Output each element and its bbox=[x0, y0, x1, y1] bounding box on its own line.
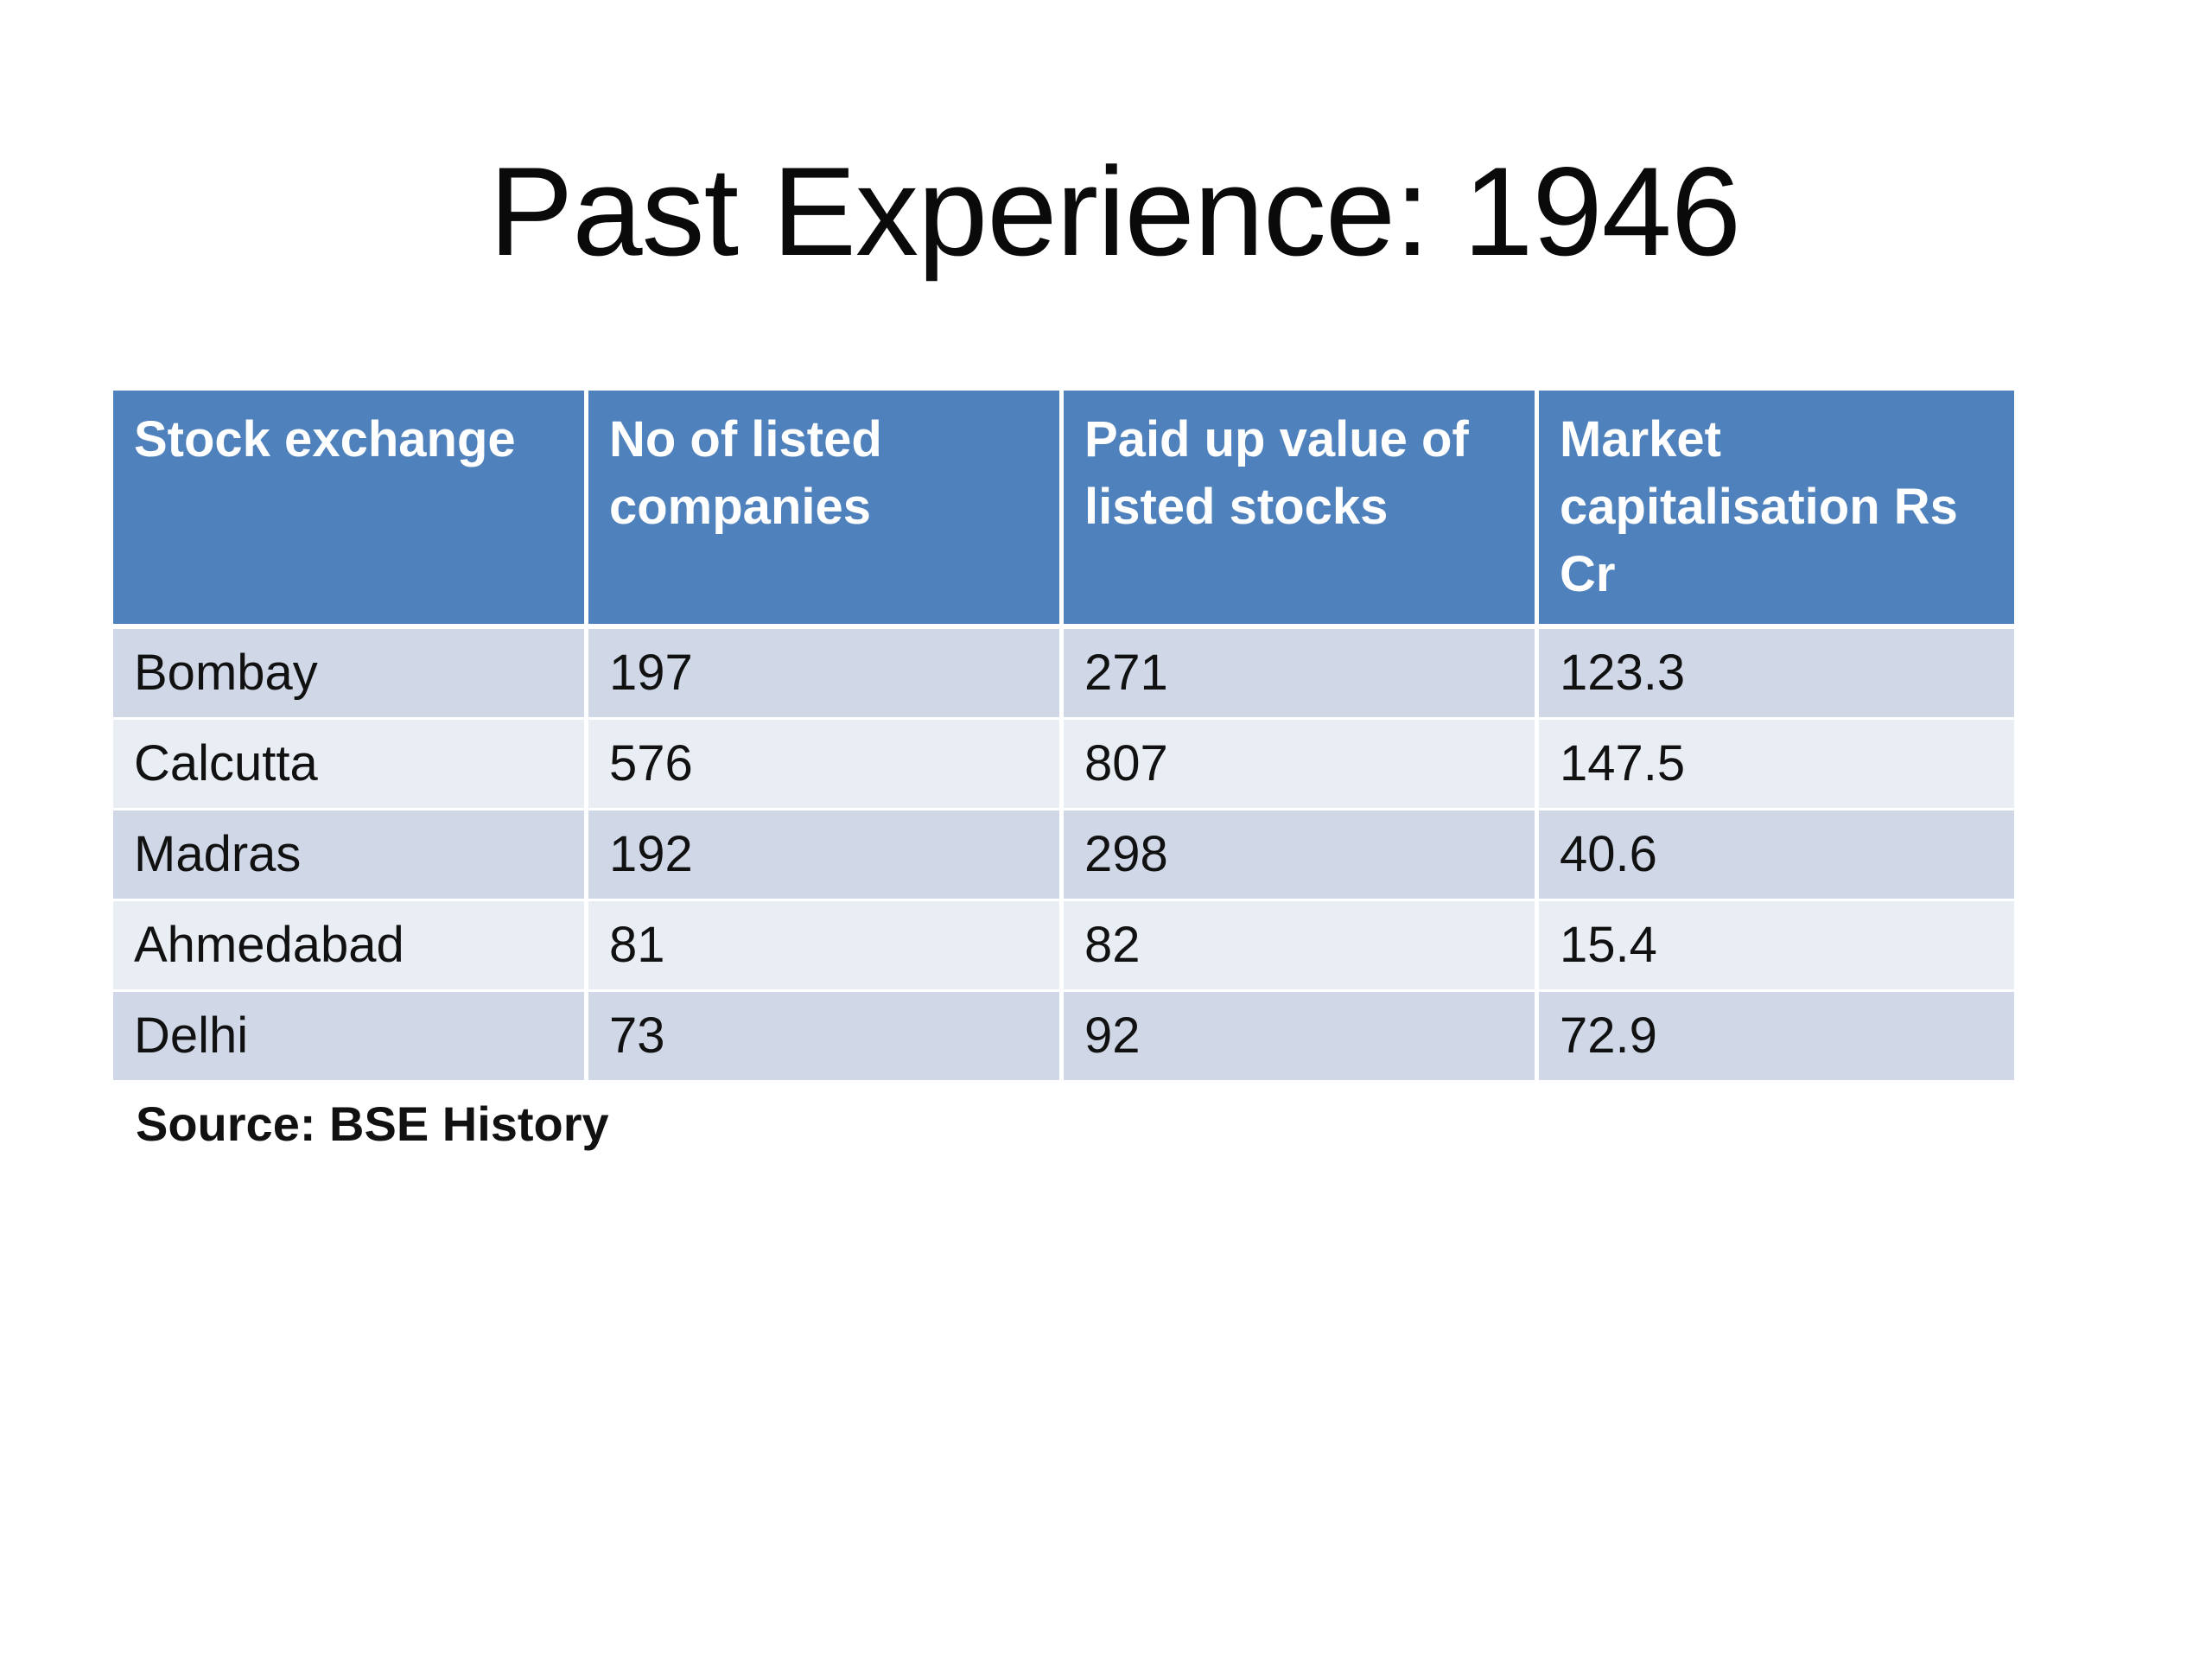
cell-companies: 73 bbox=[588, 992, 1064, 1083]
cell-paid-up: 271 bbox=[1064, 629, 1539, 720]
table-row: Ahmedabad 81 82 15.4 bbox=[113, 901, 2014, 992]
cell-paid-up: 82 bbox=[1064, 901, 1539, 992]
cell-paid-up: 298 bbox=[1064, 810, 1539, 901]
table-row: Madras 192 298 40.6 bbox=[113, 810, 2014, 901]
cell-exchange: Madras bbox=[113, 810, 588, 901]
cell-companies: 192 bbox=[588, 810, 1064, 901]
cell-market-cap: 147.5 bbox=[1539, 720, 2014, 810]
slide-title: Past Experience: 1946 bbox=[488, 141, 1741, 282]
table-header-row: Stock exchange No of listed companies Pa… bbox=[113, 391, 2014, 629]
table-row: Bombay 197 271 123.3 bbox=[113, 629, 2014, 720]
cell-exchange: Ahmedabad bbox=[113, 901, 588, 992]
cell-market-cap: 40.6 bbox=[1539, 810, 2014, 901]
header-paid-up-value: Paid up value of listed stocks bbox=[1064, 391, 1539, 629]
table-row: Calcutta 576 807 147.5 bbox=[113, 720, 2014, 810]
cell-exchange: Delhi bbox=[113, 992, 588, 1083]
cell-market-cap: 72.9 bbox=[1539, 992, 2014, 1083]
cell-companies: 81 bbox=[588, 901, 1064, 992]
header-listed-companies: No of listed companies bbox=[588, 391, 1064, 629]
table-row: Delhi 73 92 72.9 bbox=[113, 992, 2014, 1083]
cell-market-cap: 15.4 bbox=[1539, 901, 2014, 992]
cell-paid-up: 807 bbox=[1064, 720, 1539, 810]
cell-companies: 576 bbox=[588, 720, 1064, 810]
source-note: Source: BSE History bbox=[136, 1096, 609, 1151]
cell-market-cap: 123.3 bbox=[1539, 629, 2014, 720]
stock-exchange-table: Stock exchange No of listed companies Pa… bbox=[113, 391, 2014, 1083]
header-stock-exchange: Stock exchange bbox=[113, 391, 588, 629]
cell-exchange: Bombay bbox=[113, 629, 588, 720]
cell-exchange: Calcutta bbox=[113, 720, 588, 810]
cell-companies: 197 bbox=[588, 629, 1064, 720]
header-market-cap: Market capitalisation Rs Cr bbox=[1539, 391, 2014, 629]
cell-paid-up: 92 bbox=[1064, 992, 1539, 1083]
